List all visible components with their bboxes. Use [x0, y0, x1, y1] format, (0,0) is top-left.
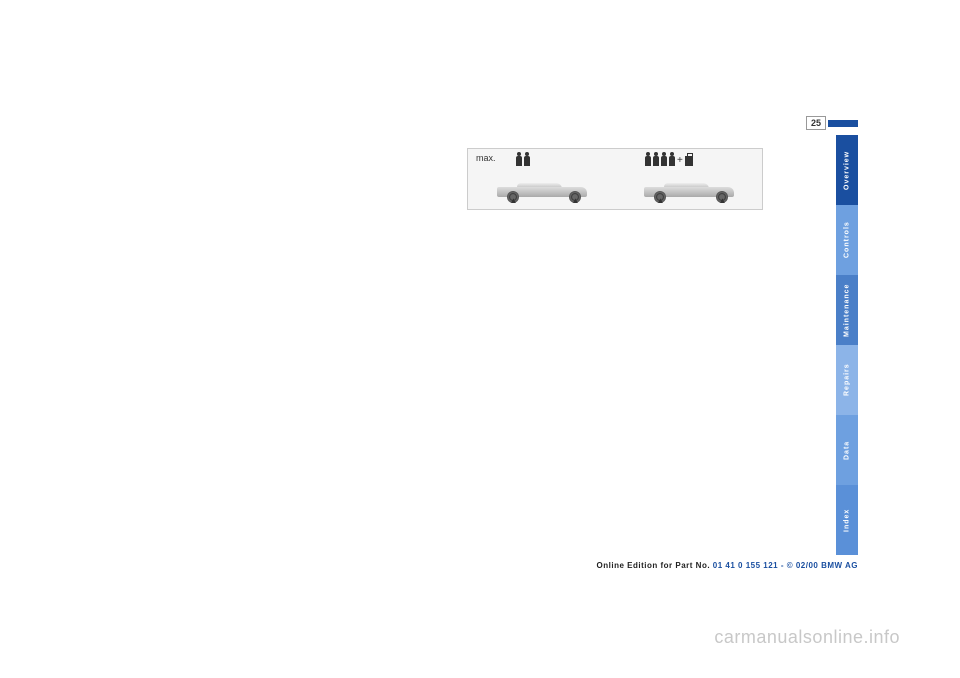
plus-icon: +: [677, 155, 683, 166]
tab-controls[interactable]: Controls: [836, 205, 858, 275]
tab-overview[interactable]: Overview: [836, 135, 858, 205]
person-icon: [661, 152, 667, 166]
figure-left-panel: max. ▲ ▲: [468, 149, 615, 209]
person-icon: [669, 152, 675, 166]
arrow-up-icon: ▲: [510, 196, 518, 205]
arrow-up-icon: ▲: [572, 196, 580, 205]
tire-pressure-figure: max. ▲ ▲ + ▲ ▲: [467, 148, 763, 210]
person-icon: [516, 152, 522, 166]
tab-data[interactable]: Data: [836, 415, 858, 485]
footer-black-text: Online Edition for Part No.: [597, 561, 711, 570]
page-number: 25: [806, 116, 826, 130]
tab-maintenance[interactable]: Maintenance: [836, 275, 858, 345]
footer-edition-text: Online Edition for Part No. 01 41 0 155 …: [597, 561, 858, 570]
car-icon: ▲ ▲: [487, 179, 597, 205]
person-icon: [524, 152, 530, 166]
luggage-icon: [685, 156, 693, 166]
page-number-bar: 25: [806, 116, 858, 130]
people-icons-right: +: [645, 152, 693, 166]
max-label: max.: [476, 153, 496, 163]
arrow-up-icon: ▲: [719, 196, 727, 205]
figure-right-panel: + ▲ ▲: [615, 149, 762, 209]
side-tabs: Overview Controls Maintenance Repairs Da…: [836, 135, 858, 555]
tab-repairs[interactable]: Repairs: [836, 345, 858, 415]
car-icon: ▲ ▲: [634, 179, 744, 205]
footer-blue-text: 01 41 0 155 121 - © 02/00 BMW AG: [713, 561, 858, 570]
people-icons-left: [516, 152, 530, 166]
tab-index[interactable]: Index: [836, 485, 858, 555]
page-stripe: [828, 120, 858, 127]
person-icon: [653, 152, 659, 166]
arrow-up-icon: ▲: [657, 196, 665, 205]
watermark: carmanualsonline.info: [714, 627, 900, 648]
person-icon: [645, 152, 651, 166]
